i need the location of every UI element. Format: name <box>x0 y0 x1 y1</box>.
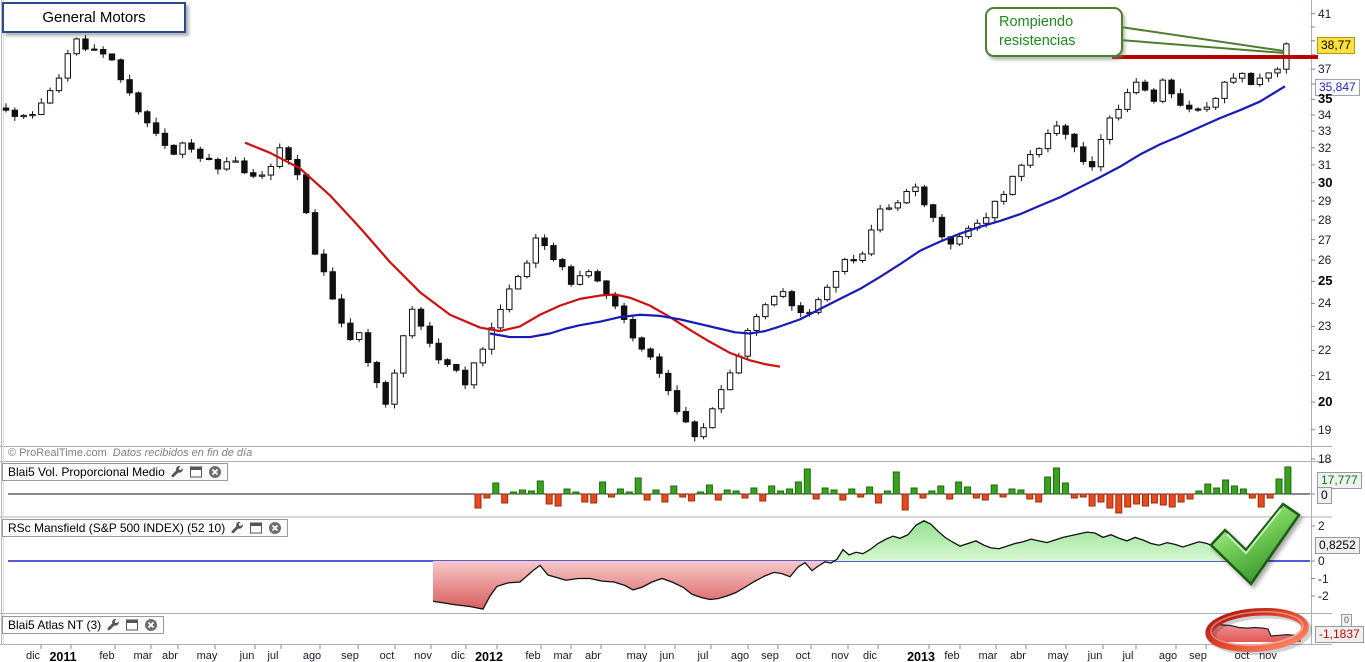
month-label: ago <box>302 650 322 662</box>
month-label: nov <box>414 650 432 662</box>
month-label: dic <box>25 650 41 662</box>
wrench-icon[interactable] <box>106 618 120 632</box>
price-tick-label: 18 <box>1318 452 1332 466</box>
atlas-panel-title: Blai5 Atlas NT (3) <box>8 618 102 632</box>
callout-text-line1: Rompiendo <box>999 14 1074 30</box>
month-label: may <box>1047 650 1069 662</box>
volume-panel-title: Blai5 Vol. Proporcional Medio <box>8 465 165 479</box>
window-icon[interactable] <box>189 465 203 479</box>
month-label: dic <box>862 650 878 662</box>
month-label: jul <box>267 650 279 662</box>
month-label: feb <box>525 650 541 662</box>
year-label: 2012 <box>475 650 503 662</box>
year-label: 2011 <box>49 650 77 662</box>
month-label: mar <box>978 650 998 662</box>
mansfield-tick-label: 0 <box>1318 554 1325 568</box>
price-tick-label: 19 <box>1318 422 1332 437</box>
month-label: abr <box>162 650 178 662</box>
price-tick-label: 29 <box>1318 193 1332 208</box>
month-label: abr <box>585 650 601 662</box>
close-icon[interactable] <box>208 465 222 479</box>
month-label: mar <box>133 650 153 662</box>
month-label: nov <box>1259 650 1277 662</box>
month-label: sep <box>341 650 359 662</box>
price-tick-label: 41 <box>1318 6 1332 21</box>
volume-zero-badge: 0 <box>1317 487 1332 504</box>
wrench-icon[interactable] <box>230 521 244 535</box>
price-tick-label: 28 <box>1318 212 1332 227</box>
window-icon[interactable] <box>125 618 139 632</box>
callout-text-line2: resistencias <box>999 33 1076 49</box>
price-tick-label: 27 <box>1318 232 1332 247</box>
month-label: oct <box>379 650 395 662</box>
price-tick-label: 26 <box>1318 253 1332 268</box>
atlas-value-badge: -1,1837 <box>1315 626 1364 643</box>
price-tick-label: 34 <box>1318 107 1332 122</box>
month-label: nov <box>831 650 849 662</box>
mansfield-area <box>432 520 1250 610</box>
price-tick-label: 23 <box>1318 319 1332 334</box>
copyright-text: © ProRealTime.com <box>8 447 107 459</box>
month-label: feb <box>944 650 960 662</box>
volume-panel-header: Blai5 Vol. Proporcional Medio <box>2 463 228 481</box>
price-tick-label: 33 <box>1318 124 1332 139</box>
instrument-title: General Motors <box>42 9 146 26</box>
instrument-title-tab[interactable]: General Motors <box>2 2 186 33</box>
month-label: feb <box>99 650 115 662</box>
price-tick-label: 20 <box>1318 393 1333 409</box>
month-label: sep <box>1189 650 1207 662</box>
mansfield-panel-header: RSc Mansfield (S&P 500 INDEX) (52 10) <box>2 519 289 537</box>
price-tick-label: 37 <box>1318 62 1332 77</box>
ma-value-badge: 35,847 <box>1315 79 1360 96</box>
axis-ticks <box>40 13 1315 649</box>
price-tick-label: 31 <box>1318 157 1332 172</box>
month-label: may <box>196 650 218 662</box>
candlestick-series <box>2 35 1290 442</box>
price-tick-label: 32 <box>1318 140 1332 155</box>
volume-value-badge: 17,777 <box>1317 472 1362 489</box>
month-label: abr <box>1010 650 1026 662</box>
month-label: ago <box>730 650 750 662</box>
window-icon[interactable] <box>249 521 263 535</box>
data-note: Datos recibidos en fin de día <box>112 447 253 459</box>
annotation-callout[interactable]: Rompiendo resistencias <box>985 7 1123 57</box>
resistance-line <box>1112 55 1318 59</box>
close-icon[interactable] <box>144 618 158 632</box>
last-price-badge: 38,77 <box>1317 37 1356 54</box>
wrench-icon[interactable] <box>170 465 184 479</box>
volume-bars <box>474 466 1292 514</box>
price-tick-label: 35 <box>1318 91 1333 107</box>
mansfield-panel-title: RSc Mansfield (S&P 500 INDEX) (52 10) <box>8 521 226 535</box>
mansfield-tick-label: -1 <box>1318 571 1329 586</box>
year-label: 2013 <box>907 650 935 662</box>
month-label: jul <box>1122 650 1134 662</box>
moving-averages <box>244 85 1286 368</box>
atlas-panel-header: Blai5 Atlas NT (3) <box>2 616 165 634</box>
close-icon[interactable] <box>268 521 282 535</box>
price-tick-label: 30 <box>1318 174 1333 190</box>
month-label: mar <box>553 650 573 662</box>
month-label: sep <box>761 650 779 662</box>
month-label: may <box>626 650 648 662</box>
month-label: oct <box>795 650 811 662</box>
callout-pointer-lines <box>1106 24 1285 54</box>
mansfield-value-badge: 0,8252 <box>1315 537 1360 554</box>
price-tick-label: 25 <box>1318 273 1333 289</box>
month-label: ago <box>1158 650 1178 662</box>
mansfield-tick-label: -2 <box>1318 589 1329 603</box>
price-tick-label: 24 <box>1318 296 1332 311</box>
month-label: jul <box>697 650 709 662</box>
mansfield-tick-label: 2 <box>1318 519 1325 533</box>
month-label: jun <box>1087 650 1103 662</box>
month-label: jun <box>239 650 255 662</box>
month-label: jun <box>659 650 675 662</box>
copyright-line: © ProRealTime.com Datos recibidos en fin … <box>8 447 252 459</box>
price-tick-label: 21 <box>1318 368 1332 383</box>
price-tick-label: 22 <box>1318 343 1332 358</box>
month-label: dic <box>450 650 466 662</box>
month-label: oct <box>1234 650 1250 662</box>
